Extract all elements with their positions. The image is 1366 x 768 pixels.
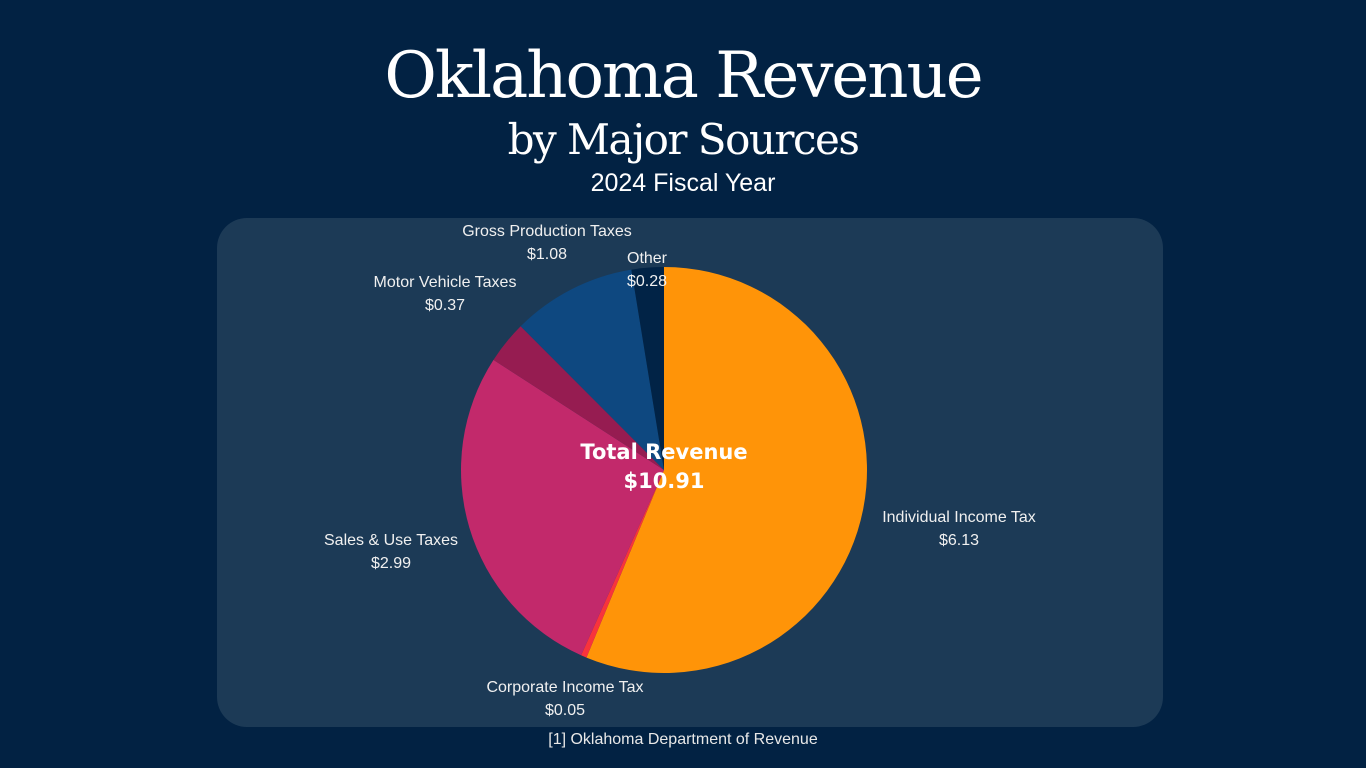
slice-label: Motor Vehicle Taxes $0.37: [374, 271, 517, 317]
total-value: $10.91: [623, 469, 705, 493]
slice-label-value: $2.99: [370, 555, 412, 572]
pie-slice-gross-production-taxes: [520, 269, 664, 470]
pie-slice-corporate-income-tax: [581, 470, 664, 658]
slice-label-name: Sales & Use Taxes: [324, 532, 458, 549]
pie-slice-sales-use-taxes: [460, 359, 664, 656]
chart-subtitle: by Major Sources: [507, 115, 860, 164]
slice-label-name: Other: [626, 250, 668, 267]
chart-title: Oklahoma Revenue: [384, 39, 983, 113]
slice-label: Corporate Income Tax $0.05: [486, 676, 643, 722]
slice-label: Sales & Use Taxes $2.99: [324, 529, 458, 575]
fiscal-year: 2024 Fiscal Year: [590, 169, 776, 197]
slice-label-value: $0.28: [626, 273, 668, 290]
slice-label: Gross Production Taxes $1.08: [462, 220, 632, 266]
slice-label-name: Motor Vehicle Taxes: [373, 274, 517, 291]
slice-label: Other $0.28: [627, 247, 667, 293]
slice-label: Individual Income Tax $6.13: [882, 506, 1036, 552]
slice-label-name: Gross Production Taxes: [462, 223, 632, 240]
slice-label-value: $0.37: [424, 297, 466, 314]
source-note: [1] Oklahoma Department of Revenue: [548, 731, 818, 748]
slice-label-value: $1.08: [526, 246, 568, 263]
pie-slice-motor-vehicle-taxes: [493, 326, 664, 470]
slice-label-value: $0.05: [544, 702, 586, 719]
slice-label-name: Corporate Income Tax: [486, 679, 644, 696]
total-label: Total Revenue: [580, 440, 748, 464]
pie-slice-other: [631, 267, 664, 470]
pie-slice-individual-income-tax: [586, 267, 868, 673]
slice-label-name: Individual Income Tax: [882, 509, 1036, 526]
center-label: Total Revenue $10.91: [580, 438, 747, 496]
slice-label-value: $6.13: [938, 532, 980, 549]
